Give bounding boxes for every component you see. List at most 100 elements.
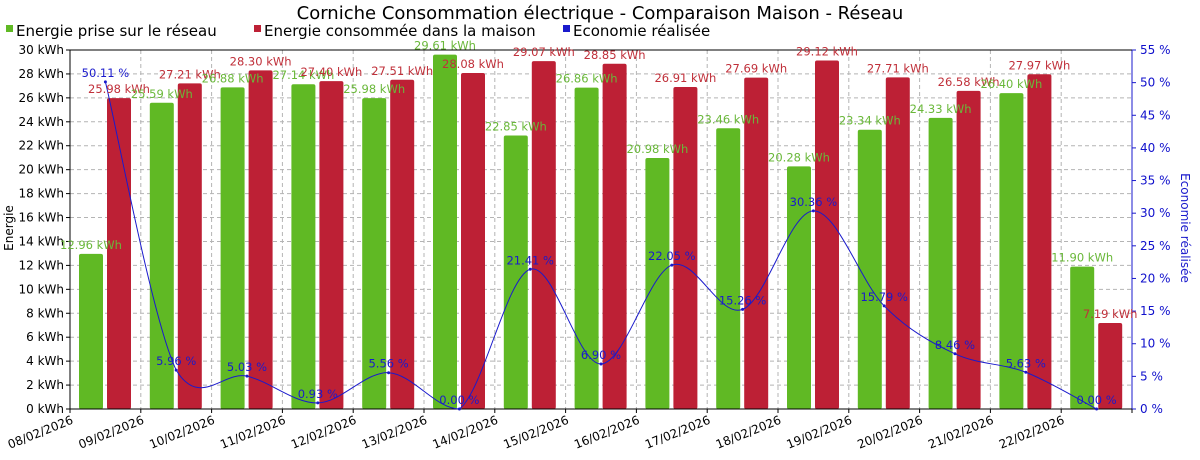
y2-tick-label: 5 % bbox=[1140, 369, 1163, 383]
data-label-savings: 0.00 % bbox=[1076, 393, 1116, 407]
data-label-savings: 22.05 % bbox=[648, 249, 696, 263]
data-label-grid-energy: 25.98 kWh bbox=[343, 82, 405, 96]
point-savings bbox=[387, 371, 391, 375]
bar-grid-energy bbox=[928, 117, 953, 409]
point-savings bbox=[599, 362, 603, 366]
bar-house-energy bbox=[319, 81, 344, 409]
data-label-house-energy: 28.85 kWh bbox=[584, 48, 646, 62]
y-tick-label: 30 kWh bbox=[18, 43, 64, 57]
bar-grid-energy bbox=[787, 166, 811, 409]
data-label-savings: 15.26 % bbox=[719, 293, 767, 307]
y-tick-label: 10 kWh bbox=[18, 282, 64, 296]
data-label-grid-energy: 29.61 kWh bbox=[414, 39, 476, 53]
y-tick-label: 20 kWh bbox=[18, 163, 64, 177]
data-label-grid-energy: 24.33 kWh bbox=[910, 102, 972, 116]
bar-house-energy bbox=[956, 90, 981, 410]
x-tick-label: 16/02/2026 bbox=[572, 413, 641, 452]
point-savings bbox=[174, 368, 178, 372]
data-label-grid-energy: 23.46 kWh bbox=[697, 112, 759, 126]
data-label-house-energy: 27.40 kWh bbox=[300, 65, 362, 79]
line-savings bbox=[104, 81, 1097, 410]
data-label-savings: 50.11 % bbox=[82, 66, 130, 80]
bar-house-energy bbox=[107, 98, 131, 409]
bar-grid-energy bbox=[149, 102, 174, 409]
legend-label-savings[interactable]: Economie réalisée bbox=[573, 22, 710, 40]
data-label-grid-energy: 20.98 kWh bbox=[626, 142, 688, 156]
y-tick-label: 24 kWh bbox=[18, 115, 64, 129]
y-tick-label: 12 kWh bbox=[18, 258, 64, 272]
x-tick-label: 11/02/2026 bbox=[218, 413, 287, 452]
bar-grid-energy bbox=[645, 157, 670, 409]
point-savings bbox=[670, 263, 674, 267]
x-tick-label: 21/02/2026 bbox=[926, 413, 995, 452]
data-label-savings: 0.00 % bbox=[439, 393, 479, 407]
data-label-house-energy: 28.30 kWh bbox=[230, 54, 292, 68]
y2-tick-label: 30 % bbox=[1140, 206, 1171, 220]
data-label-savings: 30.36 % bbox=[790, 195, 838, 209]
line-layer bbox=[103, 80, 1099, 411]
data-label-savings: 5.96 % bbox=[156, 354, 196, 368]
y2-tick-label: 25 % bbox=[1140, 239, 1171, 253]
y-tick-label: 22 kWh bbox=[18, 139, 64, 153]
data-label-grid-energy: 22.85 kWh bbox=[485, 120, 547, 134]
legend-swatch-savings bbox=[563, 25, 570, 32]
y2-tick-label: 45 % bbox=[1140, 108, 1171, 122]
legend-label-grid-energy[interactable]: Energie prise sur le réseau bbox=[16, 22, 217, 40]
point-savings bbox=[245, 374, 249, 378]
bar-grid-energy bbox=[362, 98, 387, 409]
x-tick-label: 09/02/2026 bbox=[77, 413, 146, 452]
bar-house-energy bbox=[461, 72, 485, 409]
bar-house-energy bbox=[673, 86, 698, 410]
data-label-house-energy: 29.12 kWh bbox=[796, 45, 858, 59]
point-savings bbox=[1095, 407, 1099, 411]
bar-house-energy bbox=[602, 63, 627, 410]
bar-house-energy bbox=[1027, 74, 1052, 410]
x-tick-label: 19/02/2026 bbox=[785, 413, 854, 452]
data-label-house-energy: 29.07 kWh bbox=[513, 45, 575, 59]
bar-house-energy bbox=[885, 77, 910, 410]
y-tick-label: 16 kWh bbox=[18, 211, 64, 225]
bar-house-energy bbox=[177, 83, 202, 410]
data-label-house-energy: 27.71 kWh bbox=[867, 61, 929, 75]
point-savings bbox=[103, 80, 107, 84]
x-tick-label: 12/02/2026 bbox=[289, 413, 358, 452]
y2-axis-title: Economie réalisée bbox=[1178, 173, 1192, 283]
y-tick-label: 0 kWh bbox=[26, 402, 64, 416]
bar-grid-energy bbox=[1070, 266, 1095, 409]
point-savings bbox=[457, 407, 461, 411]
y2-tick-label: 20 % bbox=[1140, 271, 1171, 285]
bar-grid-energy bbox=[503, 135, 528, 410]
data-label-grid-energy: 12.96 kWh bbox=[60, 238, 122, 252]
data-label-grid-energy: 26.40 kWh bbox=[980, 77, 1042, 91]
data-label-house-energy: 28.08 kWh bbox=[442, 57, 504, 71]
point-savings bbox=[953, 352, 957, 356]
y2-tick-label: 10 % bbox=[1140, 337, 1171, 351]
legend-swatch-house-energy bbox=[254, 25, 261, 32]
y2-tick-label: 55 % bbox=[1140, 43, 1171, 57]
legend-label-house-energy[interactable]: Energie consommée dans la maison bbox=[264, 22, 536, 40]
bar-grid-energy bbox=[220, 87, 245, 409]
data-label-grid-energy: 11.90 kWh bbox=[1051, 251, 1113, 265]
bar-grid-energy bbox=[716, 128, 741, 409]
legend-swatch-grid-energy bbox=[6, 25, 13, 32]
point-savings bbox=[528, 267, 532, 271]
data-label-grid-energy: 26.86 kWh bbox=[556, 72, 618, 86]
y-tick-label: 26 kWh bbox=[18, 91, 64, 105]
data-label-savings: 0.93 % bbox=[298, 387, 338, 401]
y-axis-title: Energie bbox=[2, 205, 16, 251]
bars-layer bbox=[79, 54, 1123, 410]
y2-tick-label: 15 % bbox=[1140, 304, 1171, 318]
data-label-house-energy: 25.98 kWh bbox=[88, 82, 150, 96]
x-tick-label: 10/02/2026 bbox=[147, 413, 216, 452]
legend: Energie prise sur le réseau Energie cons… bbox=[6, 22, 710, 40]
data-label-grid-energy: 25.59 kWh bbox=[131, 87, 193, 101]
bar-grid-energy bbox=[857, 129, 882, 409]
y2-tick-label: 40 % bbox=[1140, 141, 1171, 155]
data-label-house-energy: 7.19 kWh bbox=[1083, 307, 1138, 321]
data-label-house-energy: 27.97 kWh bbox=[1008, 58, 1070, 72]
data-label-savings: 5.03 % bbox=[227, 360, 267, 374]
bar-house-energy bbox=[390, 79, 415, 409]
